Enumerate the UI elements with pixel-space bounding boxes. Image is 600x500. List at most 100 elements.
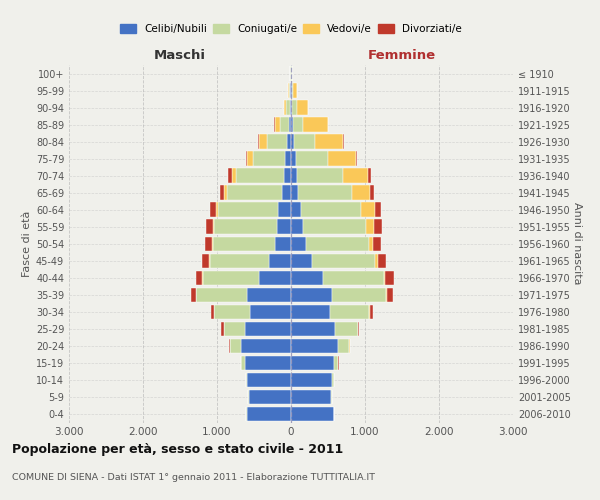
Bar xyxy=(205,236,212,251)
Bar xyxy=(291,84,292,98)
Bar xyxy=(291,288,332,302)
Bar xyxy=(295,134,315,149)
Bar xyxy=(202,254,209,268)
Bar xyxy=(297,168,343,183)
Bar xyxy=(291,270,323,285)
Bar xyxy=(247,372,291,387)
Bar xyxy=(291,390,331,404)
Y-axis label: Anni di nascita: Anni di nascita xyxy=(572,202,582,285)
Bar xyxy=(275,236,291,251)
Bar xyxy=(282,186,291,200)
Bar xyxy=(374,254,377,268)
Bar xyxy=(330,304,370,319)
Bar xyxy=(289,118,291,132)
Bar xyxy=(386,288,387,302)
Bar xyxy=(387,288,393,302)
Bar xyxy=(370,186,374,200)
Bar xyxy=(291,118,293,132)
Bar xyxy=(296,152,328,166)
Bar xyxy=(315,134,343,149)
Bar xyxy=(241,356,245,370)
Bar xyxy=(203,270,259,285)
Bar xyxy=(361,202,374,217)
Bar xyxy=(332,372,334,387)
Bar xyxy=(214,304,250,319)
Bar xyxy=(385,270,394,285)
Bar xyxy=(291,338,338,353)
Bar xyxy=(249,390,291,404)
Bar xyxy=(286,100,290,115)
Bar xyxy=(298,186,352,200)
Bar xyxy=(368,168,371,183)
Bar xyxy=(356,152,357,166)
Bar xyxy=(293,84,297,98)
Bar xyxy=(285,152,291,166)
Bar xyxy=(374,220,382,234)
Bar xyxy=(288,84,289,98)
Bar xyxy=(292,84,293,98)
Bar xyxy=(332,288,386,302)
Bar xyxy=(291,186,298,200)
Bar xyxy=(334,356,338,370)
Bar xyxy=(253,152,285,166)
Bar xyxy=(291,168,297,183)
Bar xyxy=(212,236,214,251)
Bar xyxy=(284,100,286,115)
Bar xyxy=(245,356,291,370)
Bar xyxy=(306,236,368,251)
Bar xyxy=(241,338,291,353)
Bar xyxy=(227,186,282,200)
Bar xyxy=(236,168,284,183)
Bar xyxy=(191,288,196,302)
Bar xyxy=(377,254,386,268)
Bar xyxy=(367,220,374,234)
Bar xyxy=(275,118,280,132)
Bar xyxy=(278,202,291,217)
Bar xyxy=(245,322,291,336)
Bar xyxy=(232,168,236,183)
Bar xyxy=(266,134,287,149)
Bar xyxy=(303,118,328,132)
Bar xyxy=(335,322,358,336)
Bar xyxy=(287,134,291,149)
Bar xyxy=(343,168,368,183)
Bar xyxy=(215,202,218,217)
Bar xyxy=(291,134,295,149)
Bar xyxy=(218,202,278,217)
Bar xyxy=(374,202,381,217)
Bar xyxy=(277,220,291,234)
Bar xyxy=(284,168,291,183)
Bar xyxy=(338,338,349,353)
Bar xyxy=(373,236,381,251)
Bar xyxy=(220,186,224,200)
Bar xyxy=(224,186,227,200)
Bar xyxy=(214,220,277,234)
Bar xyxy=(303,220,367,234)
Bar xyxy=(196,270,202,285)
Bar xyxy=(291,304,330,319)
Bar xyxy=(206,220,212,234)
Bar xyxy=(370,304,373,319)
Bar xyxy=(301,202,361,217)
Bar xyxy=(290,84,291,98)
Bar xyxy=(368,236,373,251)
Bar xyxy=(296,100,308,115)
Text: Femmine: Femmine xyxy=(368,48,436,62)
Bar xyxy=(196,288,247,302)
Bar xyxy=(323,270,383,285)
Bar xyxy=(221,322,224,336)
Bar xyxy=(291,236,306,251)
Bar xyxy=(343,134,344,149)
Bar xyxy=(212,220,214,234)
Bar xyxy=(291,100,292,115)
Bar xyxy=(291,407,334,421)
Y-axis label: Fasce di età: Fasce di età xyxy=(22,210,32,277)
Text: Maschi: Maschi xyxy=(154,48,206,62)
Bar xyxy=(291,152,296,166)
Legend: Celibi/Nubili, Coniugati/e, Vedovi/e, Divorziati/e: Celibi/Nubili, Coniugati/e, Vedovi/e, Di… xyxy=(118,22,464,36)
Bar xyxy=(290,100,291,115)
Bar xyxy=(313,254,374,268)
Bar xyxy=(250,304,291,319)
Bar xyxy=(209,202,215,217)
Bar xyxy=(280,118,289,132)
